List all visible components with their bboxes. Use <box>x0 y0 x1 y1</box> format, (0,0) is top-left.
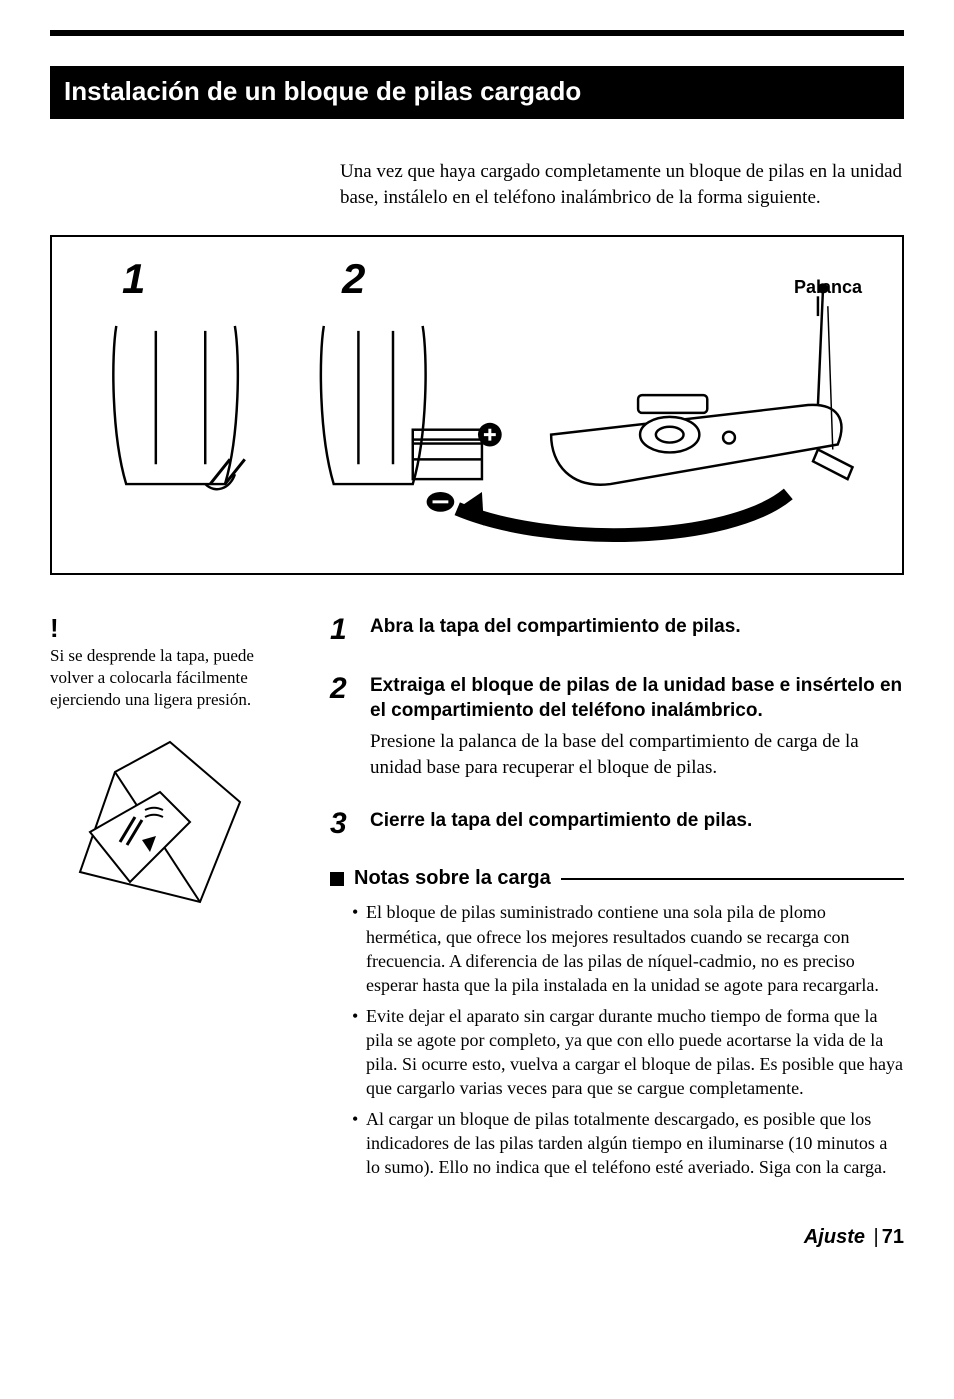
side-note-text: Si se desprende la tapa, puede volver a … <box>50 645 300 711</box>
step-title: Cierre la tapa del compartimiento de pil… <box>370 809 904 834</box>
step-text: Presione la palanca de la base del compa… <box>370 729 904 780</box>
step-title: Extraiga el bloque de pilas de la unidad… <box>370 674 904 723</box>
main-content: 1 Abra la tapa del compartimiento de pil… <box>330 615 904 1185</box>
step-num: 1 <box>330 615 354 646</box>
notes-list: El bloque de pilas suministrado contiene… <box>330 900 904 1179</box>
diagram-box: 1 2 Palanca <box>50 235 904 575</box>
intro-text: Una vez que haya cargado completamente u… <box>340 159 904 210</box>
notes-rule <box>561 878 904 880</box>
step-num: 3 <box>330 809 354 840</box>
step-num: 2 <box>330 674 354 781</box>
footer-bar: | <box>874 1226 879 1248</box>
page-footer: Ajuste |71 <box>50 1226 904 1249</box>
step-2: 2 Extraiga el bloque de pilas de la unid… <box>330 674 904 781</box>
notes-item: Evite dejar el aparato sin cargar durant… <box>352 1004 904 1101</box>
notes-item: Al cargar un bloque de pilas totalmente … <box>352 1107 904 1180</box>
warning-icon: ! <box>50 615 300 641</box>
square-bullet-icon <box>330 872 344 886</box>
side-figure <box>50 732 270 912</box>
footer-page: 71 <box>882 1226 904 1248</box>
top-rule <box>50 30 904 36</box>
step-3: 3 Cierre la tapa del compartimiento de p… <box>330 809 904 840</box>
notes-header: Notas sobre la carga <box>330 867 904 890</box>
diagram-illustration <box>52 237 902 573</box>
step-1: 1 Abra la tapa del compartimiento de pil… <box>330 615 904 646</box>
sidebar: ! Si se desprende la tapa, puede volver … <box>50 615 300 1185</box>
step-title: Abra la tapa del compartimiento de pilas… <box>370 615 904 640</box>
notes-item: El bloque de pilas suministrado contiene… <box>352 900 904 997</box>
notes-title: Notas sobre la carga <box>354 867 551 890</box>
footer-section: Ajuste <box>804 1226 865 1248</box>
page-title: Instalación de un bloque de pilas cargad… <box>50 66 904 119</box>
